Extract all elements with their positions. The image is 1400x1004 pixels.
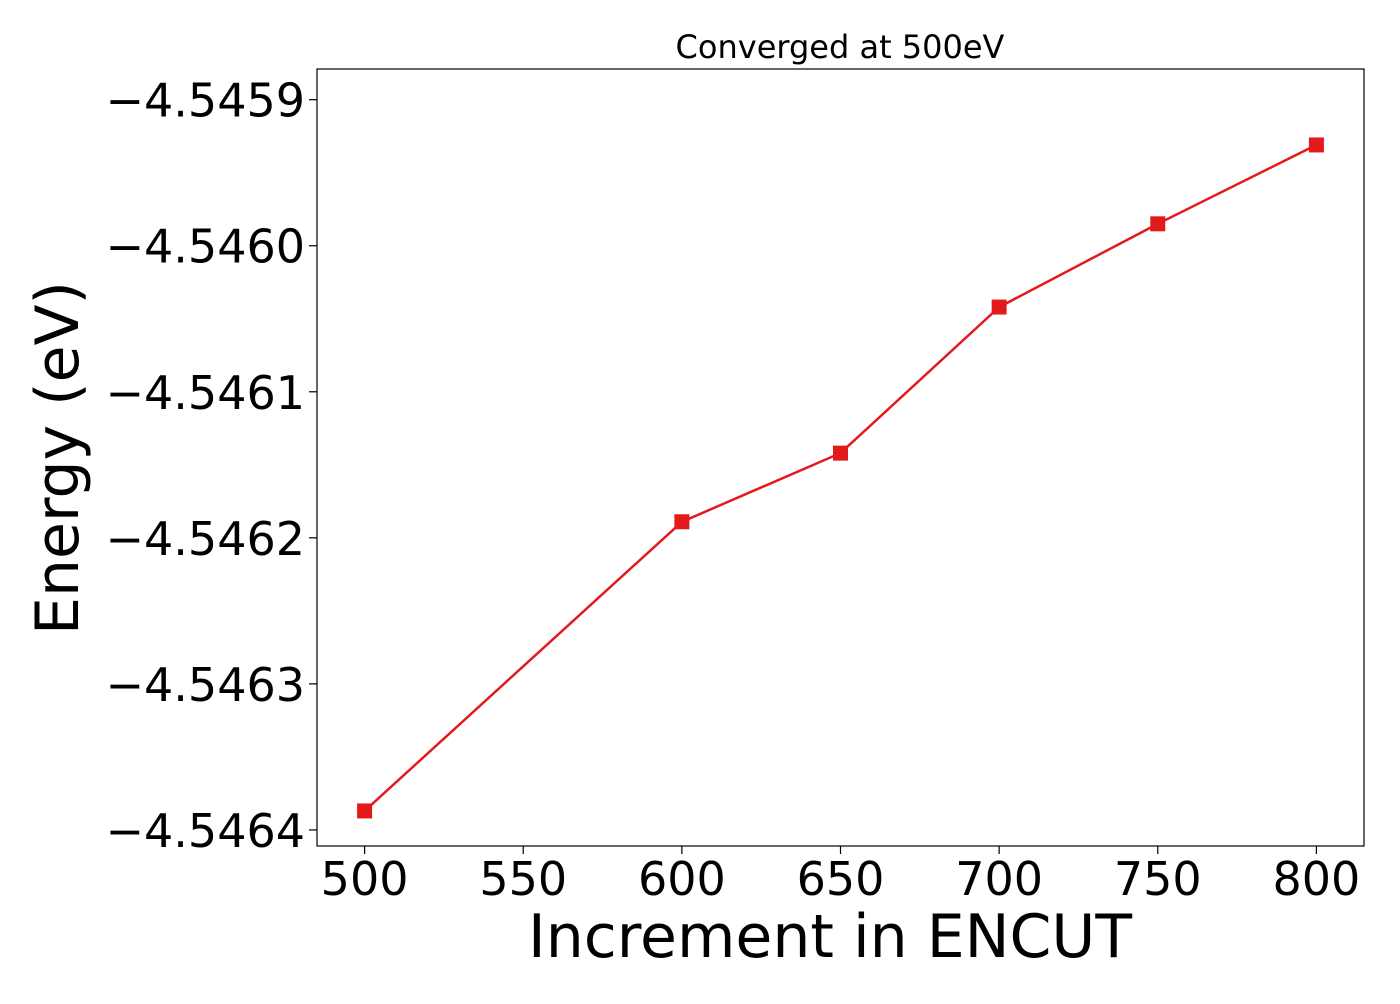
y-tick-label: −4.5460 (106, 220, 306, 274)
series-layer (357, 137, 1324, 819)
x-tick-label: 700 (955, 852, 1043, 906)
data-point-marker (357, 803, 373, 819)
data-point-marker (1150, 216, 1166, 232)
x-tick-label: 650 (797, 852, 885, 906)
y-axis: −4.5464 −4.5463 −4.5462 −4.5461 −4.5460 −4.54… (106, 74, 317, 858)
y-tick-label: −4.5464 (106, 804, 306, 858)
y-axis-label: Energy (eV) (23, 281, 93, 635)
x-axis: 500 550 600 650 700 750 800 (321, 846, 1361, 906)
data-point-marker (674, 514, 690, 530)
data-point-marker (991, 299, 1007, 315)
data-point-marker (1308, 137, 1324, 153)
y-tick-label: −4.5463 (106, 658, 306, 712)
x-tick-label: 500 (321, 852, 409, 906)
y-tick-label: −4.5461 (106, 366, 306, 420)
series-line (363, 143, 1317, 812)
x-tick-label: 550 (479, 852, 567, 906)
x-tick-label: 600 (638, 852, 726, 906)
x-axis-label: Increment in ENCUT (528, 902, 1132, 972)
x-tick-label: 750 (1114, 852, 1202, 906)
data-point-marker (833, 445, 848, 461)
y-tick-label: −4.5459 (106, 74, 306, 128)
x-tick-label: 800 (1273, 852, 1361, 906)
chart-title: Converged at 500eV (676, 28, 1005, 66)
y-tick-label: −4.5462 (106, 512, 306, 566)
